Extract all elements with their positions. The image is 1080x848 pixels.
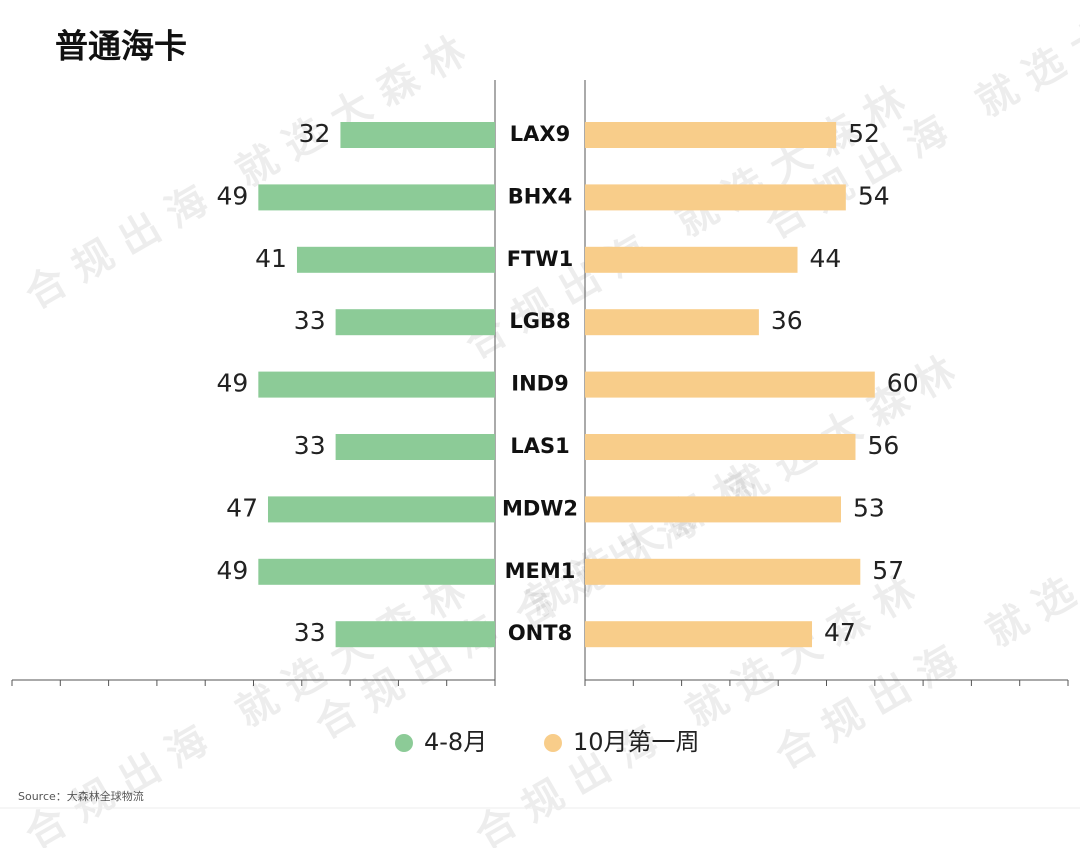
bar xyxy=(335,434,495,460)
bar xyxy=(296,246,495,273)
bar xyxy=(335,309,495,336)
chart-title: 普通海卡 xyxy=(55,27,187,66)
bar xyxy=(585,496,841,523)
bar xyxy=(258,558,495,585)
legend-label: 4-8月 xyxy=(424,728,487,756)
bar xyxy=(585,246,798,273)
category-label: MDW2 xyxy=(502,496,578,520)
category-label: IND9 xyxy=(511,372,568,396)
value-label: 52 xyxy=(848,119,880,148)
value-label: 57 xyxy=(872,556,904,585)
bar xyxy=(258,184,495,211)
legend-swatch xyxy=(395,734,413,752)
category-label: LGB8 xyxy=(509,309,570,333)
bar xyxy=(585,122,837,148)
value-label: 36 xyxy=(771,306,803,335)
value-label: 49 xyxy=(217,556,249,585)
bar xyxy=(585,184,846,211)
category-label: LAS1 xyxy=(510,434,569,458)
bar xyxy=(585,558,861,585)
value-label: 49 xyxy=(217,181,249,210)
value-label: 33 xyxy=(294,431,326,460)
bar xyxy=(585,621,813,648)
bar xyxy=(258,371,495,398)
value-label: 54 xyxy=(858,181,890,210)
bar xyxy=(335,621,495,648)
category-label: LAX9 xyxy=(510,122,570,146)
bar xyxy=(585,434,856,460)
legend-label: 10月第一周 xyxy=(573,728,700,756)
value-label: 49 xyxy=(217,369,249,398)
bar xyxy=(267,496,495,523)
category-label: MEM1 xyxy=(505,559,576,583)
bar xyxy=(585,371,875,398)
bar xyxy=(340,122,495,148)
category-label: ONT8 xyxy=(508,621,572,645)
value-label: 53 xyxy=(853,493,885,522)
value-label: 33 xyxy=(294,618,326,647)
bar xyxy=(585,309,759,336)
value-label: 33 xyxy=(294,306,326,335)
source-note: Source：大森林全球物流 xyxy=(18,789,144,803)
category-label: FTW1 xyxy=(507,247,573,271)
category-label: BHX4 xyxy=(508,184,572,208)
value-label: 56 xyxy=(867,431,899,460)
value-label: 41 xyxy=(255,244,287,273)
legend-swatch xyxy=(544,734,562,752)
value-label: 44 xyxy=(810,244,842,273)
value-label: 32 xyxy=(299,119,331,148)
value-label: 47 xyxy=(824,618,856,647)
value-label: 47 xyxy=(226,493,258,522)
value-label: 60 xyxy=(887,369,919,398)
